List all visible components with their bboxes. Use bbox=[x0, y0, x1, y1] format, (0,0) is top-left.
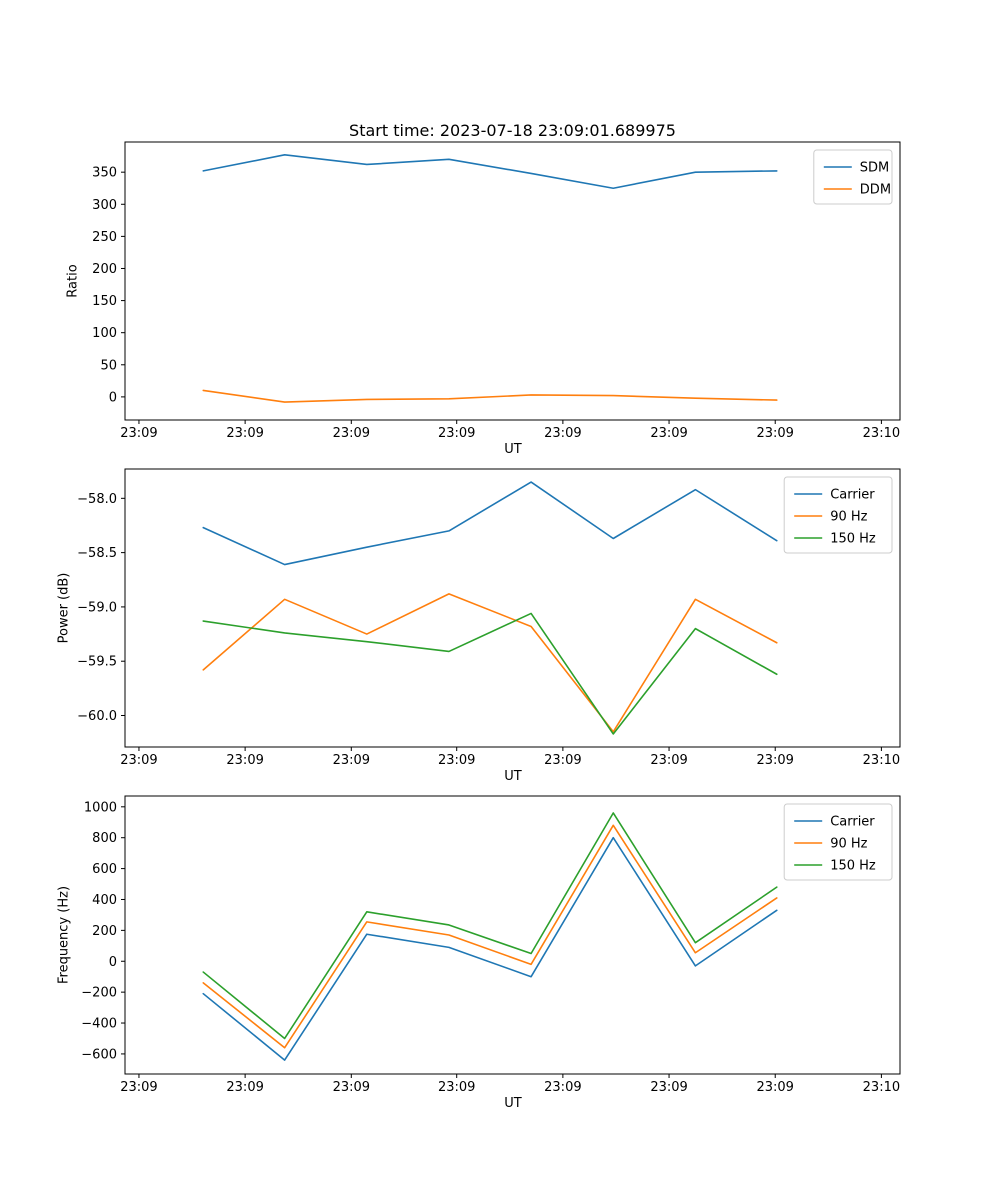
ratio-y-axis-label: Ratio bbox=[65, 264, 81, 298]
x-tick-label: 23:09 bbox=[226, 753, 263, 768]
series-line-sdm bbox=[202, 154, 778, 190]
y-tick-label: 0 bbox=[109, 390, 117, 405]
axes-frame-0 bbox=[124, 141, 901, 421]
x-tick-label: 23:09 bbox=[438, 426, 475, 441]
series-line-carrier bbox=[202, 836, 778, 1061]
x-tick-label: 23:09 bbox=[650, 426, 687, 441]
y-tick-label: 300 bbox=[92, 198, 117, 213]
x-tick-label: 23:09 bbox=[438, 753, 475, 768]
x-tick-label: 23:09 bbox=[120, 426, 157, 441]
x-tick-label: 23:09 bbox=[120, 1080, 157, 1095]
power-x-axis-label: UT bbox=[504, 769, 522, 784]
figure-title: Start time: 2023-07-18 23:09:01.689975 bbox=[349, 121, 676, 140]
x-tick-label: 23:09 bbox=[544, 1080, 581, 1095]
y-tick-label: 50 bbox=[100, 358, 117, 373]
y-tick-label: −600 bbox=[81, 1047, 117, 1062]
series-line-90-hz bbox=[202, 824, 778, 1049]
x-tick-label: 23:09 bbox=[756, 426, 793, 441]
legend-label-90-hz: 90 Hz bbox=[830, 837, 867, 852]
x-tick-label: 23:09 bbox=[226, 426, 263, 441]
power-y-axis-label: Power (dB) bbox=[56, 572, 72, 644]
x-tick-label: 23:09 bbox=[544, 753, 581, 768]
y-tick-label: −58.0 bbox=[77, 492, 117, 507]
series-line-150-hz bbox=[202, 812, 778, 1040]
y-tick-label: −60.0 bbox=[77, 709, 117, 724]
frequency-y-axis-label: Frequency (Hz) bbox=[56, 885, 72, 985]
axes-frame-2 bbox=[124, 795, 901, 1075]
series-line-ddm bbox=[202, 389, 778, 403]
y-tick-label: 250 bbox=[92, 230, 117, 245]
y-tick-label: 200 bbox=[92, 924, 117, 939]
y-tick-label: −200 bbox=[81, 986, 117, 1001]
y-tick-label: −58.5 bbox=[77, 546, 117, 561]
y-tick-label: 100 bbox=[92, 326, 117, 341]
y-tick-label: 0 bbox=[109, 955, 117, 970]
legend-label-150-hz: 150 Hz bbox=[830, 532, 876, 547]
x-tick-label: 23:09 bbox=[333, 1080, 370, 1095]
legend-label-150-hz: 150 Hz bbox=[830, 859, 876, 874]
x-tick-label: 23:09 bbox=[438, 1080, 475, 1095]
x-tick-label: 23:09 bbox=[756, 1080, 793, 1095]
legend-box bbox=[783, 476, 893, 554]
legend-label-carrier: Carrier bbox=[830, 815, 875, 830]
series-line-90-hz bbox=[202, 593, 778, 733]
y-tick-label: 600 bbox=[92, 862, 117, 877]
legend-box bbox=[783, 803, 893, 881]
y-tick-label: 200 bbox=[92, 262, 117, 277]
y-tick-label: 350 bbox=[92, 166, 117, 181]
legend-label-90-hz: 90 Hz bbox=[830, 510, 867, 525]
x-tick-label: 23:10 bbox=[863, 753, 900, 768]
frequency-x-axis-label: UT bbox=[504, 1096, 522, 1111]
x-tick-label: 23:09 bbox=[333, 753, 370, 768]
y-tick-label: −59.0 bbox=[77, 600, 117, 615]
x-tick-label: 23:09 bbox=[544, 426, 581, 441]
y-tick-label: −400 bbox=[81, 1017, 117, 1032]
legend-label-sdm: SDM bbox=[860, 161, 889, 176]
x-tick-label: 23:09 bbox=[650, 753, 687, 768]
x-tick-label: 23:10 bbox=[863, 1080, 900, 1095]
legend-label-ddm: DDM bbox=[860, 183, 891, 198]
y-tick-label: 1000 bbox=[84, 800, 117, 815]
x-tick-label: 23:09 bbox=[756, 753, 793, 768]
y-tick-label: 800 bbox=[92, 831, 117, 846]
legend-label-carrier: Carrier bbox=[830, 488, 875, 503]
x-tick-label: 23:09 bbox=[333, 426, 370, 441]
ratio-x-axis-label: UT bbox=[504, 442, 522, 457]
x-tick-label: 23:09 bbox=[120, 753, 157, 768]
x-tick-label: 23:09 bbox=[650, 1080, 687, 1095]
y-tick-label: −59.5 bbox=[77, 655, 117, 670]
x-tick-label: 23:09 bbox=[226, 1080, 263, 1095]
axes-frame-1 bbox=[124, 468, 901, 748]
legend-box bbox=[813, 149, 893, 205]
x-tick-label: 23:10 bbox=[863, 426, 900, 441]
y-tick-label: 400 bbox=[92, 893, 117, 908]
series-line-150-hz bbox=[202, 612, 778, 735]
series-line-carrier bbox=[202, 481, 778, 566]
y-tick-label: 150 bbox=[92, 294, 117, 309]
